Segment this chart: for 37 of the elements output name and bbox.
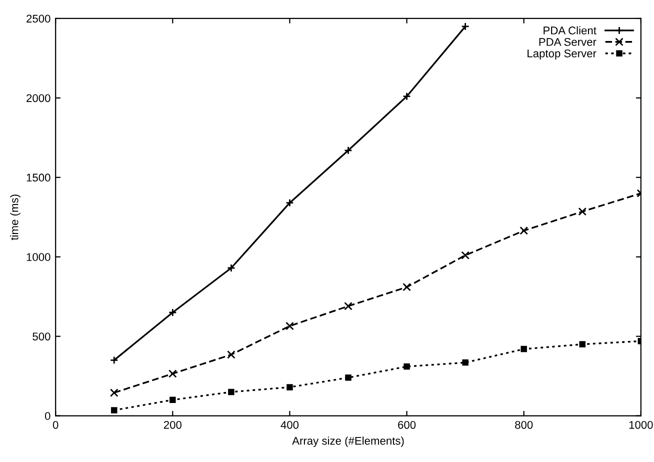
x-tick-label: 0 (52, 420, 58, 429)
x-axis-title: Array size (#Elements) (292, 436, 404, 447)
x-tick-label: 200 (164, 420, 182, 429)
y-tick-label: 2500 (26, 14, 50, 23)
point (227, 350, 236, 359)
point (520, 226, 528, 235)
point (168, 370, 177, 378)
point (170, 396, 176, 404)
point (110, 356, 118, 364)
point (110, 388, 118, 397)
point (520, 346, 527, 352)
x-tick-label: 600 (398, 420, 416, 429)
point (228, 388, 234, 396)
y-tick-label: 1000 (26, 253, 50, 262)
point (578, 207, 587, 216)
x-tick-label: 1000 (629, 420, 653, 429)
point (461, 251, 470, 260)
legend-label: PDA Client (544, 26, 596, 34)
y-tick-label: 0 (44, 412, 50, 420)
x-tick-label: 800 (515, 420, 533, 429)
point (168, 308, 177, 317)
point (402, 282, 411, 292)
point (462, 359, 468, 366)
y-tick-label: 500 (32, 332, 50, 340)
point (111, 407, 118, 414)
point (404, 363, 410, 370)
y-tick-label: 1500 (26, 174, 50, 182)
legend-label: PDA Server (539, 38, 596, 46)
x-tick-label: 400 (280, 420, 299, 429)
legend-label: Laptop Server (528, 49, 596, 60)
point (344, 302, 352, 310)
point (579, 341, 586, 348)
point (345, 374, 352, 381)
point (286, 384, 293, 390)
y-tick-label: 2000 (26, 94, 50, 102)
point (286, 322, 294, 330)
y-axis-title: time (ms) (10, 194, 20, 240)
